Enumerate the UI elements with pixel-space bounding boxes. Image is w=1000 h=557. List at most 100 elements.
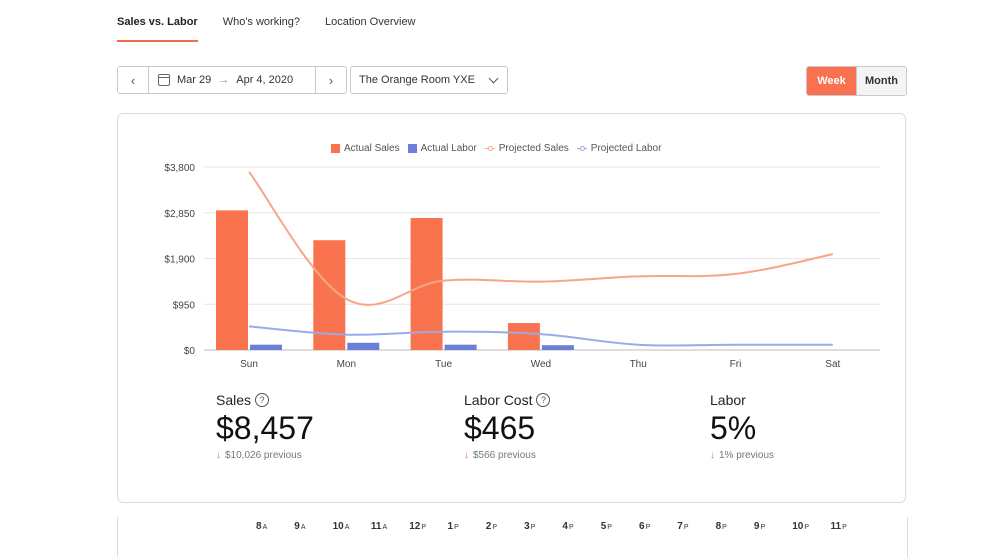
x-tick-label: Wed bbox=[531, 359, 551, 370]
x-tick-label: Sat bbox=[825, 359, 840, 370]
calendar-icon bbox=[158, 74, 170, 86]
location-value: The Orange Room YXE bbox=[359, 74, 475, 86]
arrow-down-icon: ↓ bbox=[216, 450, 221, 461]
kpi-labor: Labor 5% ↓ 1% previous bbox=[710, 392, 774, 461]
legend-actual-sales[interactable]: Actual Sales bbox=[331, 143, 400, 154]
tab-sales-vs-labor[interactable]: Sales vs. Labor bbox=[117, 16, 198, 42]
hour-suffix: P bbox=[530, 524, 536, 531]
x-tick-label: Thu bbox=[630, 359, 647, 370]
legend-label: Projected Sales bbox=[498, 143, 569, 154]
kpi-sales: Sales? $8,457 ↓ $10,026 previous bbox=[216, 392, 314, 461]
help-icon[interactable]: ? bbox=[255, 393, 270, 407]
hour-label: 6P bbox=[639, 521, 651, 532]
bar-actual-labor bbox=[347, 342, 380, 350]
swatch-actual-sales bbox=[331, 144, 340, 153]
legend-projected-sales[interactable]: Projected Sales bbox=[484, 143, 569, 154]
chart-legend: Actual Sales Actual Labor Projected Sale… bbox=[331, 143, 661, 154]
hour-label: 8P bbox=[715, 521, 727, 532]
kpi-sales-label: Sales bbox=[216, 392, 252, 408]
hour-suffix: A bbox=[300, 524, 306, 531]
arrow-down-icon: ↓ bbox=[464, 450, 469, 461]
y-tick-label: $0 bbox=[184, 346, 196, 357]
hour-label: 11A bbox=[370, 521, 388, 532]
y-tick-label: $2,850 bbox=[164, 209, 195, 220]
hour-suffix: P bbox=[645, 524, 651, 531]
y-tick-label: $950 bbox=[173, 300, 196, 311]
arrow-down-icon: ↓ bbox=[710, 450, 715, 461]
kpi-sales-value: $8,457 bbox=[216, 410, 314, 446]
hour-suffix: P bbox=[421, 524, 426, 531]
tab-whos-working[interactable]: Who's working? bbox=[222, 16, 301, 28]
legend-label: Actual Labor bbox=[420, 143, 477, 154]
date-navigator: ‹ Mar 29 → Apr 4, 2020 › bbox=[117, 66, 347, 94]
date-start: Mar 29 bbox=[177, 74, 212, 86]
date-end: Apr 4, 2020 bbox=[236, 74, 294, 86]
hour-suffix: P bbox=[492, 524, 498, 531]
y-tick-label: $3,800 bbox=[164, 163, 195, 174]
kpi-labor-previous: 1% previous bbox=[719, 450, 775, 461]
hour-label: 7P bbox=[677, 521, 689, 532]
hour-label: 3P bbox=[524, 521, 536, 532]
hour-suffix: P bbox=[842, 524, 847, 531]
prev-week-button[interactable]: ‹ bbox=[118, 67, 149, 93]
kpi-labor-cost: Labor Cost? $465 ↓ $566 previous bbox=[464, 392, 551, 461]
bar-actual-labor bbox=[541, 345, 574, 350]
tab-bar: Sales vs. Labor Who's working? Location … bbox=[117, 16, 416, 42]
hour-suffix: P bbox=[722, 524, 727, 531]
bar-actual-sales bbox=[507, 323, 540, 350]
line-marker-projected-labor bbox=[576, 146, 587, 151]
kpi-sales-previous: $10,026 previous bbox=[225, 450, 302, 461]
line-projected-labor bbox=[248, 325, 833, 347]
location-select[interactable]: The Orange Room YXE bbox=[350, 66, 508, 94]
week-button[interactable]: Week bbox=[807, 67, 856, 95]
arrow-right-icon: → bbox=[218, 74, 230, 86]
hour-suffix: P bbox=[607, 524, 612, 531]
bar-actual-labor bbox=[250, 344, 282, 350]
hour-suffix: P bbox=[683, 524, 689, 531]
hour-suffix: A bbox=[262, 524, 268, 531]
line-projected-sales bbox=[248, 171, 833, 306]
x-tick-label: Mon bbox=[337, 359, 356, 370]
y-tick-label: $1,900 bbox=[164, 255, 195, 266]
hour-label: 9A bbox=[294, 521, 306, 532]
help-icon[interactable]: ? bbox=[536, 393, 551, 407]
hour-suffix: A bbox=[344, 524, 350, 531]
x-tick-label: Fri bbox=[730, 359, 742, 370]
chart-card bbox=[117, 113, 906, 503]
date-range-picker[interactable]: Mar 29 → Apr 4, 2020 bbox=[149, 67, 315, 93]
hour-label: 11P bbox=[830, 521, 847, 532]
hour-label: 12P bbox=[409, 521, 426, 532]
next-week-button[interactable]: › bbox=[315, 67, 346, 93]
hour-label: 10P bbox=[792, 521, 809, 532]
bar-actual-sales bbox=[216, 210, 248, 350]
legend-label: Projected Labor bbox=[590, 143, 662, 154]
hour-suffix: P bbox=[568, 524, 574, 531]
hour-label: 9P bbox=[753, 521, 766, 532]
kpi-labor-cost-value: $465 bbox=[464, 410, 536, 446]
legend-actual-labor[interactable]: Actual Labor bbox=[407, 143, 477, 154]
kpi-labor-value: 5% bbox=[710, 410, 757, 446]
swatch-actual-labor bbox=[407, 144, 417, 153]
period-toggle: Week Month bbox=[806, 66, 907, 96]
hour-label: 4P bbox=[562, 521, 574, 532]
hour-label: 8A bbox=[256, 521, 268, 532]
hour-suffix: P bbox=[454, 524, 459, 531]
x-tick-label: Tue bbox=[435, 359, 452, 370]
legend-projected-labor[interactable]: Projected Labor bbox=[576, 143, 662, 154]
hour-label: 5P bbox=[600, 521, 612, 532]
hour-label: 10A bbox=[332, 521, 350, 532]
x-tick-label: Sun bbox=[240, 359, 258, 370]
month-button[interactable]: Month bbox=[856, 67, 906, 95]
hour-label: 1P bbox=[447, 521, 459, 532]
hour-axis: 8A 9A 10A 11A 12P 1P 2P 3P 4P 5P 6P 7P 8P 9P 10P 11P bbox=[0, 521, 1000, 535]
line-marker-projected-sales bbox=[484, 146, 495, 151]
hour-label: 2P bbox=[485, 521, 498, 532]
hour-suffix: P bbox=[760, 524, 766, 531]
hour-suffix: A bbox=[382, 524, 388, 531]
kpi-labor-label: Labor bbox=[710, 392, 746, 408]
hourly-panel bbox=[117, 517, 908, 557]
tab-location-overview[interactable]: Location Overview bbox=[325, 16, 416, 28]
legend-label: Actual Sales bbox=[344, 143, 400, 154]
hour-suffix: P bbox=[804, 524, 809, 531]
kpi-labor-cost-label: Labor Cost bbox=[464, 392, 533, 408]
